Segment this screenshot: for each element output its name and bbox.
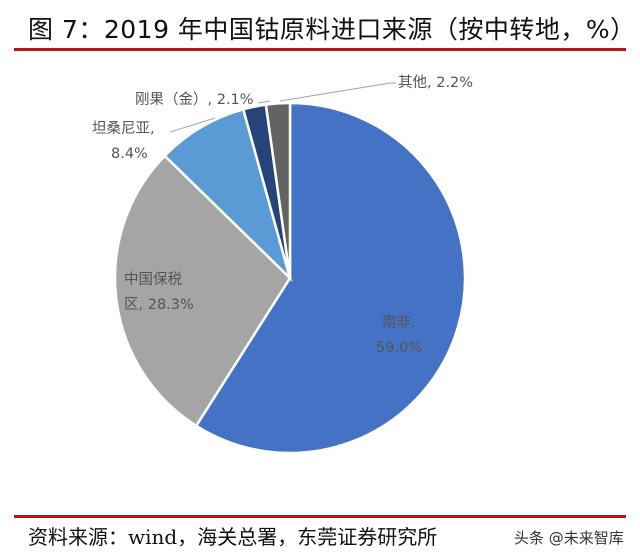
leader-line-tanzania	[169, 117, 216, 133]
watermark: 头条 @未来智库	[514, 529, 624, 547]
slice-south-africa	[194, 101, 467, 455]
label-bonded-zone-value: 区, 28.3%	[124, 297, 194, 313]
pie-slices	[113, 101, 467, 455]
label-south-africa-name: 南非,	[382, 314, 416, 331]
leader-line-drc	[257, 100, 271, 104]
source-divider	[14, 515, 626, 518]
label-other: 其他, 2.2%	[398, 74, 473, 91]
label-tanzania-name: 坦桑尼亚,	[92, 120, 155, 137]
slice-tanzania	[162, 107, 293, 283]
label-south-africa-value: 59.0%	[376, 340, 422, 356]
leader-line-other	[279, 82, 396, 102]
title-divider	[14, 48, 626, 51]
slice-bonded-zone	[113, 154, 292, 428]
label-bonded-zone-name: 中国保税	[124, 271, 182, 288]
chart-title: 图 7：2019 年中国钴原料进口来源（按中转地，%）	[28, 15, 636, 44]
source-note: 资料来源：wind，海关总署，东莞证券研究所	[28, 525, 438, 549]
label-tanzania-value: 8.4%	[111, 146, 148, 162]
label-drc: 刚果（金）, 2.1%	[135, 91, 254, 108]
slice-other	[264, 101, 292, 279]
